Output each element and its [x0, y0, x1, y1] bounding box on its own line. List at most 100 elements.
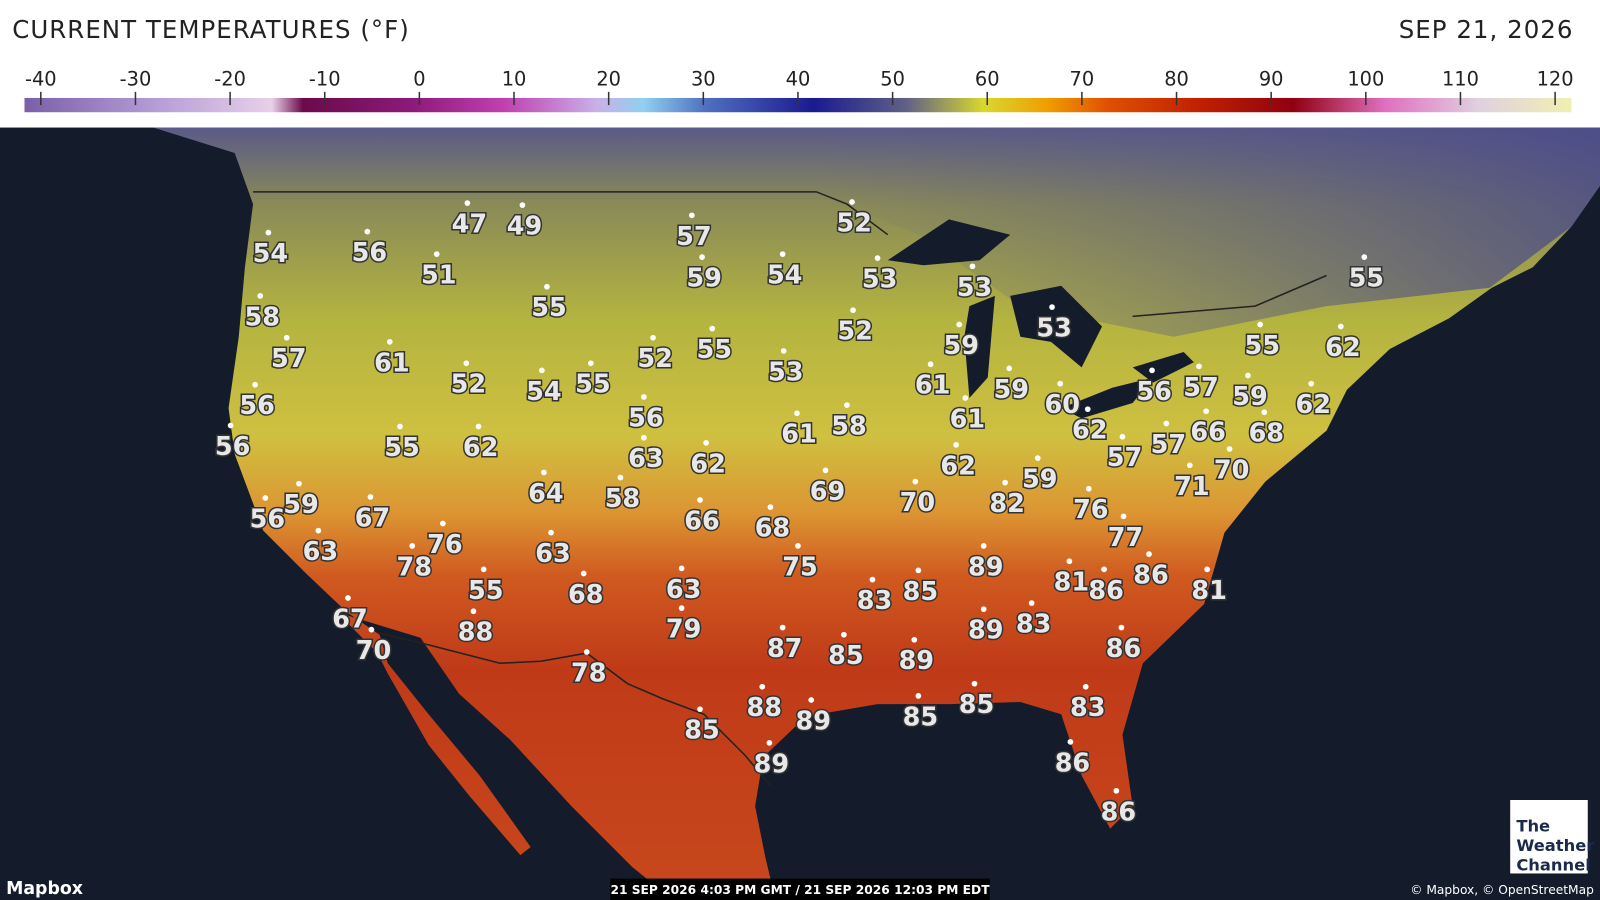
temperature-label: 63 — [666, 575, 701, 605]
temperature-label: 69 — [810, 477, 845, 507]
station-dot — [844, 402, 850, 408]
temperature-label: 61 — [781, 420, 817, 450]
station-dot — [962, 395, 969, 401]
temperature-label: 55 — [468, 576, 504, 606]
legend-tick-label: 90 — [1259, 68, 1284, 91]
temperature-label: 85 — [903, 577, 939, 607]
temperature-label: 53 — [957, 273, 992, 303]
temperature-label: 56 — [239, 391, 275, 421]
temperature-label: 55 — [531, 293, 567, 323]
station-dot — [759, 683, 766, 690]
temperature-label: 78 — [571, 658, 606, 688]
temperature-label: 68 — [755, 514, 790, 544]
legend-tick-label: -40 — [25, 68, 57, 91]
temperature-label: 71 — [1174, 472, 1210, 502]
station-dot — [519, 202, 526, 208]
temperature-label: 66 — [684, 506, 720, 536]
temperature-label: 83 — [1016, 610, 1051, 640]
station-dot — [1186, 462, 1193, 469]
map-provider: Mapbox — [6, 879, 83, 899]
station-dot — [641, 434, 647, 441]
station-dot — [766, 740, 773, 746]
legend-tick-label: -30 — [120, 68, 152, 91]
us-mexico-border — [377, 631, 771, 787]
station-dot — [1113, 787, 1120, 794]
canada-tint — [816, 127, 1600, 337]
temperature-label: 62 — [690, 449, 725, 479]
temperature-label: 61 — [950, 404, 986, 434]
temperature-label: 60 — [1044, 390, 1080, 420]
temperature-label: 86 — [1106, 634, 1142, 664]
station-dot — [794, 410, 800, 417]
temperature-label: 57 — [1107, 443, 1143, 473]
temperature-label: 77 — [1108, 523, 1144, 553]
station-dot — [262, 495, 269, 501]
legend-tick-label: 70 — [1070, 68, 1095, 91]
station-dot — [1196, 363, 1202, 370]
station-dot — [1034, 455, 1041, 462]
temperature-label: 55 — [1349, 264, 1385, 294]
temperature-label: 85 — [903, 702, 939, 732]
station-dot — [1257, 321, 1264, 328]
temperature-label: 52 — [837, 317, 872, 347]
temperature-label: 70 — [1214, 455, 1250, 485]
temperature-label: 68 — [568, 580, 603, 610]
temperature-label: 53 — [1036, 314, 1072, 344]
legend-tick-label: 80 — [1164, 68, 1189, 91]
temperature-label: 57 — [676, 222, 712, 252]
station-dot — [641, 394, 647, 400]
temperature-label: 57 — [271, 344, 307, 374]
station-dot — [699, 254, 705, 260]
timestamp-bg — [610, 878, 990, 900]
temperature-label: 59 — [993, 375, 1028, 405]
legend-tick-label: 110 — [1442, 68, 1479, 91]
temperature-label: 63 — [628, 444, 664, 474]
station-dot — [1118, 624, 1125, 631]
legend-tick-label: 20 — [596, 68, 621, 91]
legend-tick-label: 40 — [786, 68, 811, 91]
temperature-label: 55 — [697, 335, 732, 365]
temperature-label: 52 — [836, 208, 872, 238]
station-dot — [1006, 365, 1013, 372]
temperature-label: 59 — [1022, 465, 1058, 495]
temperature-label: 89 — [968, 552, 1003, 582]
legend-tick-label: 50 — [880, 68, 905, 91]
legend-tick-label: 100 — [1347, 68, 1384, 91]
station-dot — [678, 605, 685, 612]
station-dot — [779, 624, 786, 631]
temperature-label: 83 — [1070, 693, 1106, 723]
temperature-label: 86 — [1133, 561, 1169, 591]
temperature-label: 61 — [374, 348, 410, 378]
temperature-label: 58 — [831, 412, 867, 442]
temperature-label: 58 — [605, 484, 640, 514]
station-dot — [470, 608, 477, 615]
temperature-label: 59 — [283, 490, 319, 520]
station-dot — [911, 636, 918, 643]
temperature-label: 56 — [352, 238, 388, 268]
temperature-label: 63 — [535, 539, 570, 569]
station-dot — [650, 334, 656, 341]
temperature-label: 55 — [384, 433, 420, 463]
temperature-label: 86 — [1088, 576, 1124, 606]
station-dot — [464, 200, 471, 206]
temperature-label: 59 — [686, 264, 722, 294]
temperature-label: 76 — [1073, 495, 1109, 525]
station-dot — [1049, 304, 1055, 311]
temperature-label: 62 — [1325, 333, 1361, 363]
station-dot — [1120, 513, 1127, 520]
temperature-label: 59 — [1232, 382, 1268, 412]
temperature-label: 75 — [782, 552, 817, 582]
station-dot — [538, 367, 545, 374]
legend-tick-label: -20 — [214, 68, 246, 91]
temperature-label: 81 — [1054, 568, 1090, 598]
temperature-label: 55 — [1244, 331, 1280, 361]
station-dot — [849, 199, 855, 205]
us-canada-border — [253, 191, 1327, 318]
temperature-label: 56 — [215, 432, 250, 462]
temperature-label: 62 — [1296, 390, 1332, 420]
timestamp: 21 SEP 2026 4:03 PM GMT / 21 SEP 2026 12… — [610, 883, 990, 897]
station-dot — [397, 423, 403, 430]
temperature-label: 62 — [940, 451, 975, 481]
station-dot — [1057, 380, 1064, 387]
